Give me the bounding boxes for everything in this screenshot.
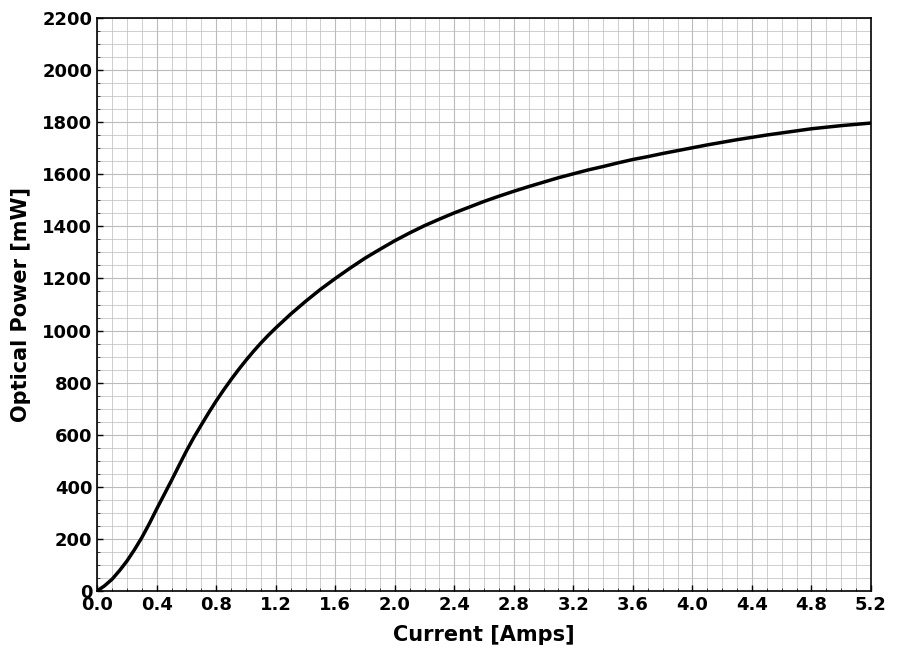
X-axis label: Current [Amps]: Current [Amps] — [393, 625, 575, 645]
Y-axis label: Optical Power [mW]: Optical Power [mW] — [11, 187, 31, 422]
